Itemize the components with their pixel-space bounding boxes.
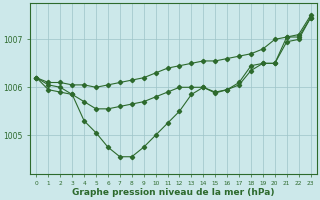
X-axis label: Graphe pression niveau de la mer (hPa): Graphe pression niveau de la mer (hPa)	[72, 188, 275, 197]
